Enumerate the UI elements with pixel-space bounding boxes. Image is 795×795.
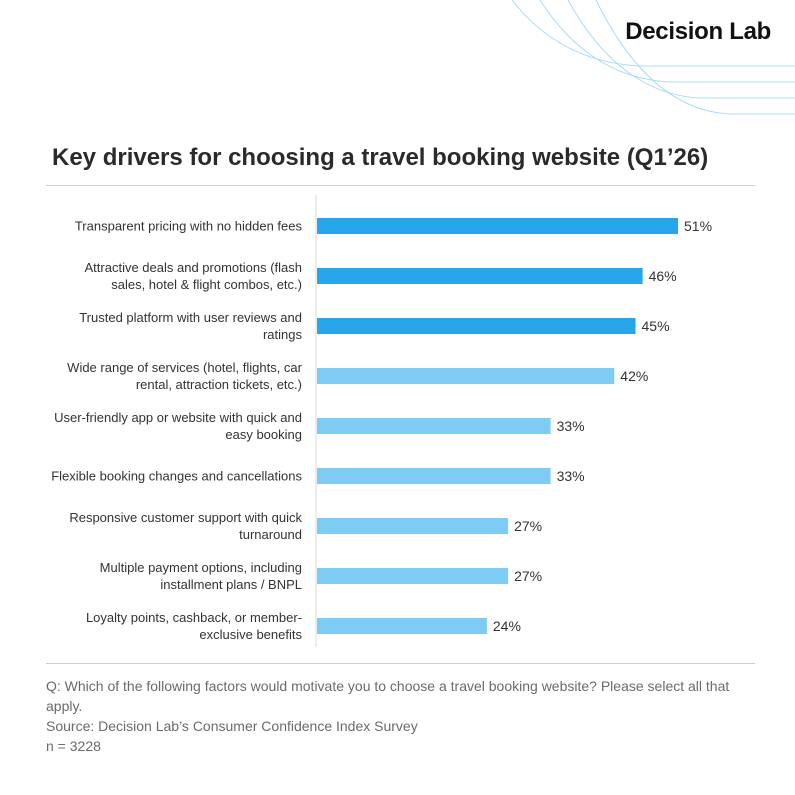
bar: [317, 268, 643, 284]
survey-question: Q: Which of the following factors would …: [46, 678, 730, 714]
value-label: 27%: [514, 568, 542, 584]
chart-footer: Q: Which of the following factors would …: [46, 676, 761, 756]
category-label: Transparent pricing with no hidden fees: [75, 219, 303, 234]
footer-divider: [46, 663, 755, 664]
category-label: Wide range of services (hotel, flights, …: [67, 360, 302, 392]
bar: [317, 568, 509, 584]
bar: [317, 518, 509, 534]
value-label: 33%: [557, 418, 585, 434]
value-label: 24%: [493, 618, 521, 634]
value-label: 45%: [642, 318, 670, 334]
value-label: 42%: [620, 368, 648, 384]
bar: [317, 368, 615, 384]
bar: [317, 218, 678, 234]
category-label: Multiple payment options, including insta…: [100, 560, 302, 592]
bar-chart: Transparent pricing with no hidden fees 5…: [51, 195, 712, 647]
bar: [317, 418, 551, 434]
category-label: Loyalty points, cashback, or member-excl…: [86, 610, 303, 642]
brand-logo: Decision Lab: [625, 18, 771, 45]
chart-title: Key drivers for choosing a travel bookin…: [52, 144, 709, 171]
sample-size: n = 3228: [46, 738, 101, 754]
value-label: 33%: [557, 468, 585, 484]
bar: [317, 318, 636, 334]
bar: [317, 618, 487, 634]
title-divider: [46, 185, 755, 186]
category-label: User-friendly app or website with quick …: [54, 410, 302, 442]
category-label: Attractive deals and promotions (flash sa…: [85, 260, 303, 292]
value-label: 27%: [514, 518, 542, 534]
bar: [317, 468, 551, 484]
category-label: Trusted platform with user reviews and ra…: [79, 310, 302, 342]
category-label: Flexible booking changes and cancellatio…: [51, 469, 302, 484]
value-label: 46%: [649, 268, 677, 284]
survey-source: Source: Decision Lab’s Consumer Confiden…: [46, 718, 418, 734]
value-label: 51%: [684, 218, 712, 234]
category-label: Responsive customer support with quick tu…: [69, 510, 302, 542]
